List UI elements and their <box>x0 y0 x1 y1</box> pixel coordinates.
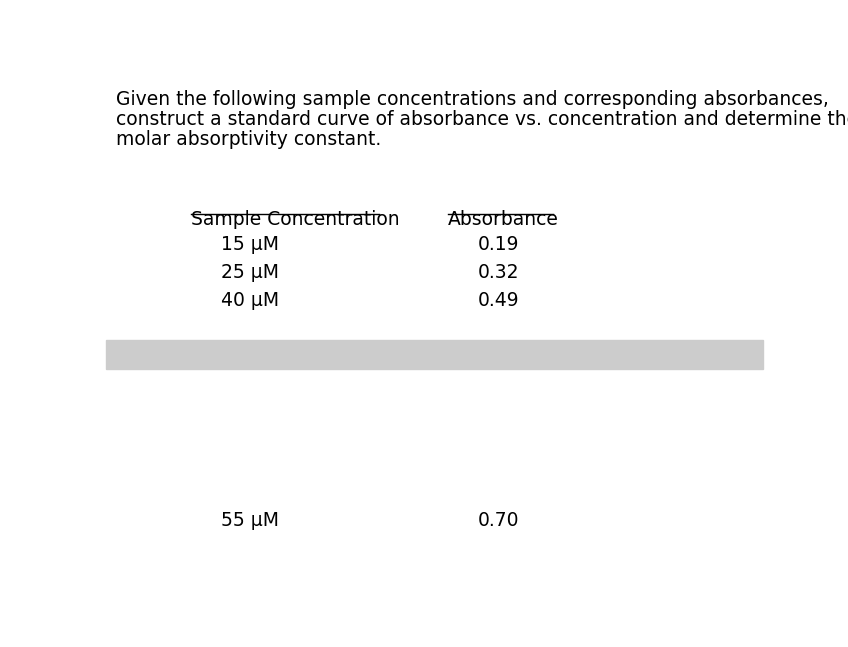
Text: 0.49: 0.49 <box>477 291 519 311</box>
Bar <box>106 340 763 369</box>
Text: 15 μM: 15 μM <box>221 235 279 254</box>
Text: construct a standard curve of absorbance vs. concentration and determine the: construct a standard curve of absorbance… <box>116 110 848 129</box>
Text: 40 μM: 40 μM <box>221 291 279 311</box>
Text: 0.32: 0.32 <box>477 263 519 282</box>
Text: Given the following sample concentrations and corresponding absorbances,: Given the following sample concentration… <box>116 90 828 109</box>
Text: 25 μM: 25 μM <box>221 263 279 282</box>
Text: 55 μM: 55 μM <box>221 511 279 530</box>
Text: Absorbance: Absorbance <box>448 210 559 228</box>
Text: Sample Concentration: Sample Concentration <box>192 210 400 228</box>
Text: 0.19: 0.19 <box>477 235 519 254</box>
Text: molar absorptivity constant.: molar absorptivity constant. <box>116 130 381 149</box>
Text: 0.70: 0.70 <box>477 511 519 530</box>
